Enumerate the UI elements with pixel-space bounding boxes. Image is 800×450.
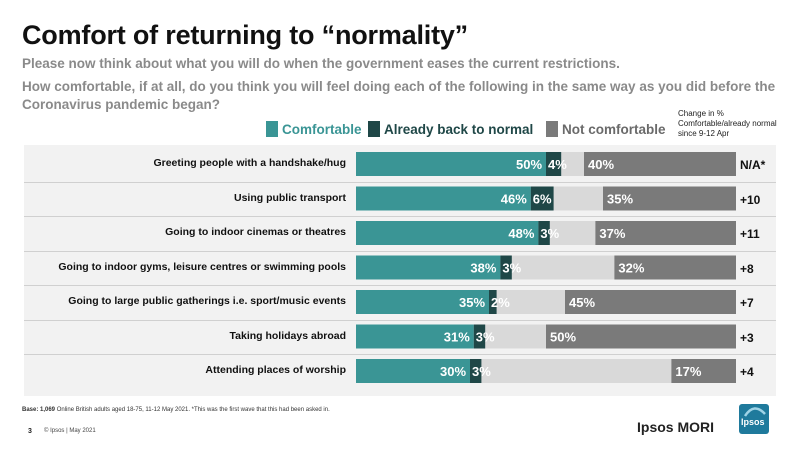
category-label-using-public-transport: Using public transport (233, 191, 346, 204)
legend-not-comfortable: Not comfortable (546, 121, 666, 137)
row-separator (24, 285, 776, 286)
row-separator (24, 354, 776, 355)
logo-arc-icon (743, 407, 766, 417)
data-label-comfortable: 50% (516, 157, 542, 172)
data-label-comfortable: 30% (440, 364, 466, 379)
category-label-going-to-indoor-cinemas-or-theatres: Going to indoor cinemas or theatres (165, 226, 346, 238)
data-label-not-comfortable: 40% (588, 157, 614, 172)
category-label-attending-places-of-worship: Attending places of worship (205, 364, 346, 376)
row-separator (24, 216, 776, 217)
change-value: +3 (740, 330, 754, 345)
data-label-already-normal: 4% (548, 157, 567, 172)
legend-label-not-comfortable: Not comfortable (562, 121, 666, 137)
bar-comfortable (356, 324, 474, 349)
bar-comfortable (356, 255, 501, 280)
legend-already-normal: Already back to normal (368, 121, 533, 137)
data-label-not-comfortable: 17% (675, 364, 701, 379)
copyright: © Ipsos | May 2021 (44, 428, 96, 434)
page-title: Comfort of returning to “normality” (22, 20, 468, 50)
logo-text: Ipsos (741, 417, 765, 427)
subtitle-intro: Please now think about what you will do … (22, 56, 620, 71)
subtitle-question: How comfortable, if at all, do you think… (22, 79, 776, 112)
data-label-already-normal: 6% (533, 192, 552, 207)
data-label-already-normal: 2% (491, 295, 510, 310)
legend-swatch-already-normal (368, 121, 380, 137)
bar-comfortable (356, 359, 470, 383)
legend-swatch-comfortable (266, 121, 278, 137)
bar-not-comfortable (603, 186, 736, 211)
bar-already-normal (530, 186, 554, 211)
data-label-not-comfortable: 37% (599, 226, 625, 241)
change-value: +8 (740, 261, 754, 276)
change-value: N/A* (740, 158, 766, 172)
bar-comfortable (356, 290, 489, 314)
bar-not-comfortable (614, 255, 736, 280)
data-label-comfortable: 46% (501, 192, 527, 207)
data-label-not-comfortable: 50% (550, 330, 576, 345)
category-label-greeting-people-with-a-handshake-hug: Greeting people with a handshake/hug (153, 157, 346, 169)
bar-not-comfortable (546, 324, 736, 349)
row-separator (24, 319, 776, 321)
data-label-comfortable: 38% (470, 261, 496, 276)
bar-not-comfortable (595, 221, 736, 245)
bar-already-normal (538, 221, 550, 245)
row-separator (24, 250, 776, 252)
data-label-already-normal: 3% (472, 364, 491, 379)
bar-already-normal (546, 152, 562, 176)
data-label-already-normal: 3% (476, 330, 495, 345)
data-label-already-normal: 3% (502, 261, 521, 276)
brand-name: Ipsos MORI (637, 419, 715, 435)
category-label-going-to-indoor-gyms-leisure-centres-or-swimming-pools: Going to indoor gyms, leisure centres or… (58, 260, 346, 273)
bar-not-comfortable (565, 290, 736, 314)
data-label-already-normal: 3% (540, 226, 559, 241)
bar-not-comfortable (584, 152, 736, 176)
change-column-header: Change in % Comfortable/already normal s… (678, 109, 777, 138)
bar-already-normal (473, 324, 486, 349)
data-label-comfortable: 48% (508, 226, 534, 241)
data-label-not-comfortable: 32% (618, 261, 644, 276)
data-label-comfortable: 35% (459, 295, 485, 310)
change-value: +10 (740, 192, 761, 207)
data-label-comfortable: 31% (444, 330, 470, 345)
base-text: Online British adults aged 18-75, 11-12 … (55, 407, 330, 413)
base-label: Base: 1,069 (22, 407, 56, 413)
legend-label-already-normal: Already back to normal (384, 121, 534, 137)
bar-comfortable (356, 221, 539, 245)
bar-already-normal (470, 359, 482, 383)
change-value: +11 (740, 227, 760, 241)
bar-not-comfortable (671, 359, 736, 383)
category-label-taking-holidays-abroad: Taking holidays abroad (229, 329, 347, 342)
data-label-not-comfortable: 35% (607, 192, 633, 207)
change-value: +7 (740, 296, 754, 310)
bar-comfortable (356, 186, 531, 211)
base-footnote: Base: 1,069 Online British adults aged 1… (22, 407, 330, 413)
bar-comfortable (356, 152, 546, 176)
legend-swatch-not-comfortable (546, 121, 558, 137)
change-value: +4 (740, 365, 754, 379)
data-label-not-comfortable: 45% (569, 295, 595, 310)
page-number: 3 (28, 428, 32, 435)
bar-already-normal (500, 255, 512, 280)
bar-already-normal (489, 290, 497, 314)
row-separator (24, 181, 776, 183)
ipsos-logo: Ipsos (739, 404, 769, 434)
category-label-going-to-large-public-gatherings-i-e-sport-music-events: Going to large public gatherings i.e. sp… (68, 295, 346, 307)
legend-label-comfortable: Comfortable (282, 121, 362, 137)
legend-comfortable: Comfortable (266, 121, 362, 137)
